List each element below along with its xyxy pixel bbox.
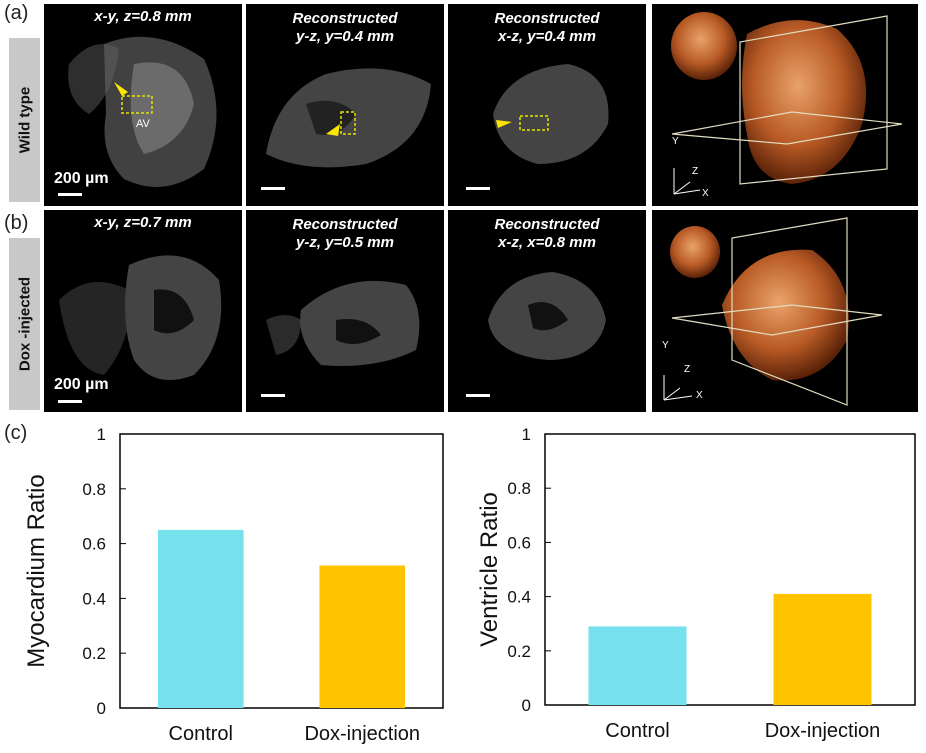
- scale-bar-label: 200 µm: [54, 170, 109, 187]
- y-tick-label: 0.6: [82, 535, 106, 554]
- annotation-av: AV: [136, 118, 151, 130]
- y-tick-label: 0.8: [82, 480, 106, 499]
- scale-bar-label: 200 µm: [54, 376, 109, 393]
- tile-caption: Reconstructed y-z, y=0.4 mm: [292, 10, 398, 45]
- y-axis-label: Myocardium Ratio: [23, 474, 50, 667]
- row-label-text: Dox -injected: [16, 276, 33, 372]
- y-tick-label: 1: [522, 425, 531, 444]
- y-axis-label: Ventricle Ratio: [476, 492, 503, 647]
- row-label-text: Wild type: [16, 86, 33, 154]
- heart-3d-render: Y Z X: [671, 12, 903, 199]
- image-tile-yz-wild: Reconstructed y-z, y=0.4 mm: [246, 4, 444, 206]
- tissue-slice-image: [59, 255, 222, 380]
- scale-bar: [58, 400, 82, 403]
- y-tick-label: 0.4: [507, 588, 531, 607]
- axis-z-icon: Z: [692, 166, 698, 177]
- tissue-slice-image: AV: [68, 36, 217, 188]
- tissue-slice-image: [466, 272, 606, 397]
- y-tick-label: 1: [97, 425, 106, 444]
- row-label-dox-injected: Dox -injected: [9, 238, 40, 410]
- tile-caption: x-y, z=0.8 mm: [94, 8, 192, 25]
- y-tick-label: 0.4: [82, 589, 106, 608]
- bar-control: [588, 626, 687, 705]
- y-tick-label: 0.2: [82, 644, 106, 663]
- bar-dox-injection: [319, 565, 406, 708]
- x-tick-label: Control: [605, 720, 669, 742]
- tissue-slice-image: [261, 280, 420, 397]
- tissue-slice-image: [466, 64, 609, 190]
- axis-y-icon: Y: [662, 340, 669, 351]
- image-tile-xy-dox: x-y, z=0.7 mm 200 µm: [44, 210, 242, 412]
- panel-label-a: (a): [4, 2, 29, 24]
- x-tick-label: Dox-injection: [304, 723, 420, 745]
- y-tick-label: 0: [97, 699, 106, 718]
- bar-chart-myocardium-ratio: 0 0.2 0.4 0.6 0.8 1 Control Dox-injection Myocar…: [23, 425, 444, 745]
- y-tick-label: 0: [522, 696, 531, 715]
- row-label-wild-type: Wild type: [9, 38, 40, 202]
- panel-label-c: (c): [4, 422, 28, 444]
- tile-caption: x-y, z=0.7 mm: [94, 214, 192, 231]
- image-tile-yz-dox: Reconstructed y-z, y=0.5 mm: [246, 210, 444, 412]
- tile-caption: Reconstructed x-z, x=0.8 mm: [494, 216, 600, 251]
- image-tile-xy-wild: AV x-y, z=0.8 mm 200 µm: [44, 4, 242, 206]
- x-tick-label: Control: [169, 723, 233, 745]
- scale-bar: [58, 193, 82, 196]
- bar-control: [157, 529, 244, 708]
- tissue-slice-image: [261, 68, 431, 190]
- tile-caption: Reconstructed y-z, y=0.5 mm: [292, 216, 398, 251]
- y-tick-label: 0.8: [507, 479, 531, 498]
- tile-caption: Reconstructed x-z, y=0.4 mm: [494, 10, 600, 45]
- bar-dox-injection: [773, 593, 872, 705]
- y-tick-label: 0.6: [507, 533, 531, 552]
- x-tick-label: Dox-injection: [765, 720, 881, 742]
- axis-x-icon: X: [696, 390, 703, 401]
- y-tick-label: 0.2: [507, 642, 531, 661]
- image-tile-xz-wild: Reconstructed x-z, y=0.4 mm: [448, 4, 646, 206]
- image-tile-3d-dox: Y Z X: [652, 210, 918, 412]
- axis-y-icon: Y: [672, 136, 679, 147]
- image-tile-xz-dox: Reconstructed x-z, x=0.8 mm: [448, 210, 646, 412]
- heart-3d-render: Y Z X: [662, 217, 883, 406]
- axis-z-icon: Z: [684, 364, 690, 375]
- bar-chart-ventricle-ratio: 0 0.2 0.4 0.6 0.8 1 Control Dox-injection Ventri…: [476, 425, 916, 742]
- image-tile-3d-wild: Y Z X: [652, 4, 918, 206]
- panel-label-b: (b): [4, 212, 29, 234]
- axis-x-icon: X: [702, 188, 709, 199]
